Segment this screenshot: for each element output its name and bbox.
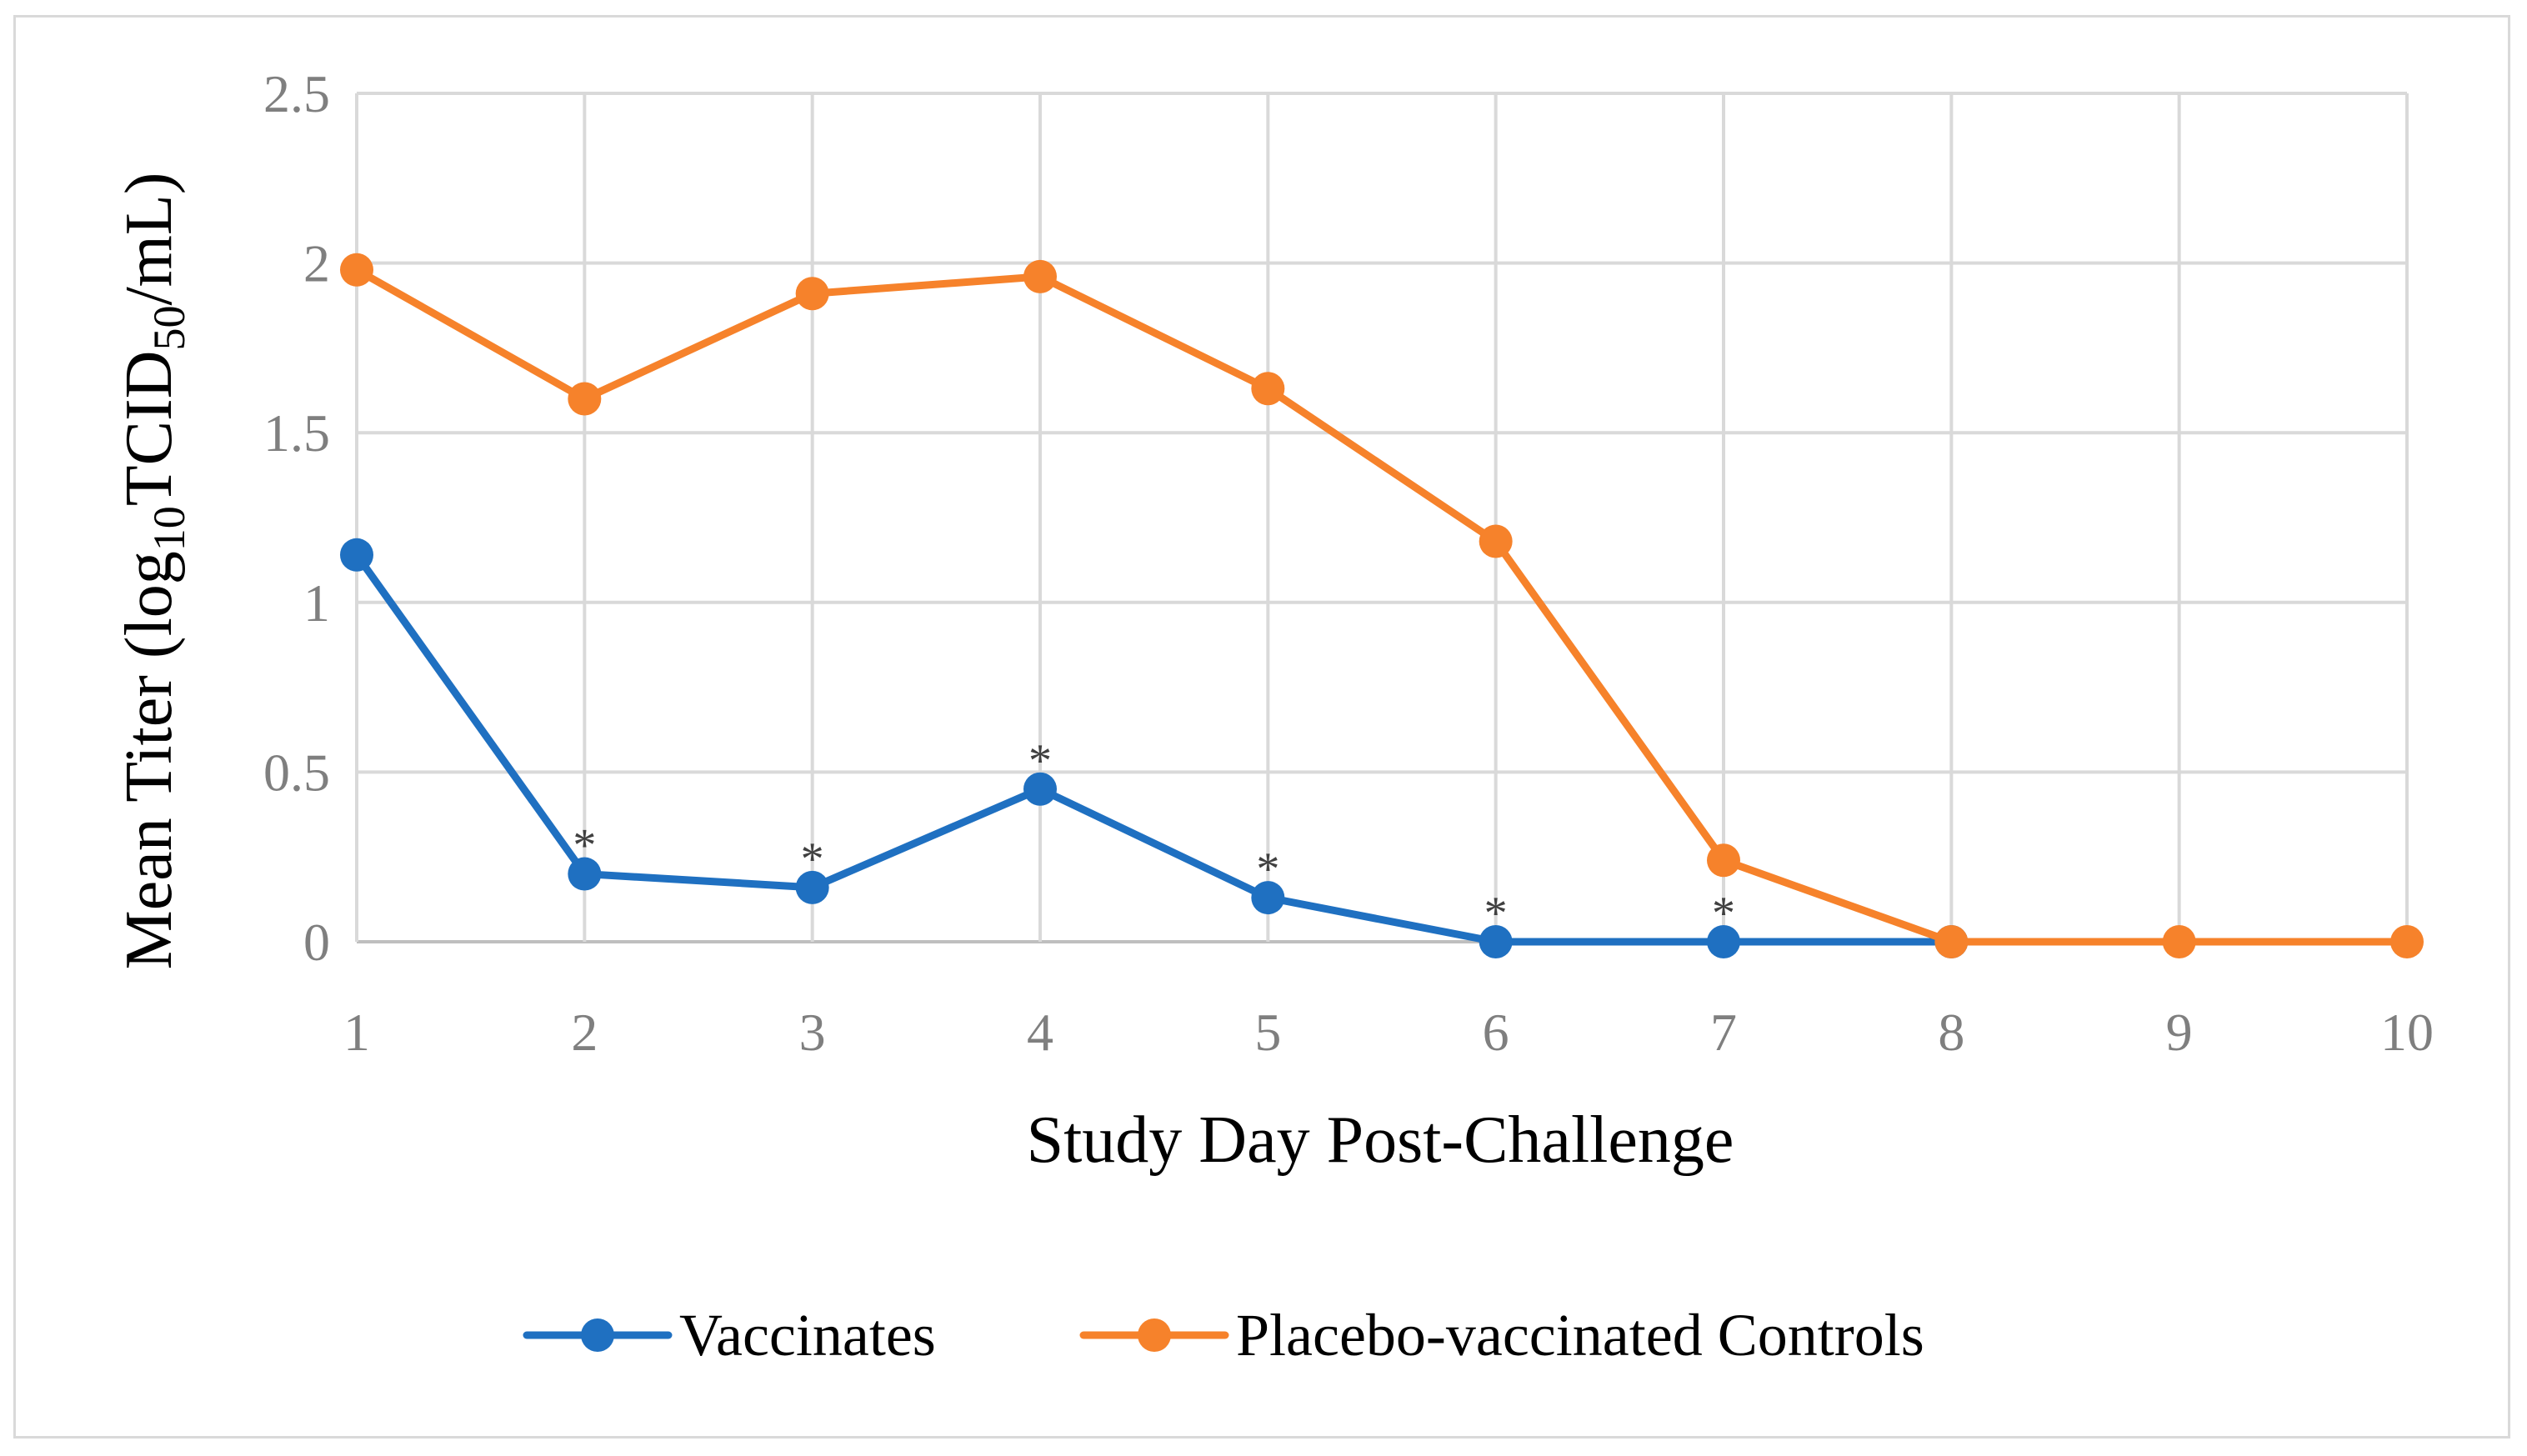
y-tick-label: 1 bbox=[303, 573, 330, 633]
x-tick-label: 6 bbox=[1483, 1003, 1509, 1062]
significance-asterisk: * bbox=[801, 833, 824, 885]
significance-asterisk: * bbox=[1712, 888, 1735, 939]
x-axis-title: Study Day Post-Challenge bbox=[1027, 1103, 1734, 1177]
data-point-placebo-controls bbox=[1479, 524, 1513, 558]
y-tick-label: 0.5 bbox=[263, 743, 330, 802]
grid-layer bbox=[355, 92, 2409, 943]
significance-asterisk: * bbox=[1484, 888, 1508, 939]
x-tick-label: 10 bbox=[2380, 1003, 2434, 1062]
y-tick-label: 2.5 bbox=[263, 64, 330, 123]
y-tick-label: 2 bbox=[303, 234, 330, 293]
data-point-vaccinates bbox=[1023, 772, 1057, 806]
data-point-vaccinates bbox=[1479, 925, 1513, 958]
data-point-placebo-controls bbox=[1707, 843, 1740, 878]
y-tick-label: 1.5 bbox=[263, 403, 330, 463]
x-tick-label: 5 bbox=[1254, 1003, 1281, 1062]
y-axis-ticks: 0 0.5 1 1.5 2 2.5 bbox=[263, 64, 330, 972]
x-tick-label: 2 bbox=[571, 1003, 598, 1062]
significance-asterisk: * bbox=[1028, 735, 1052, 787]
data-point-vaccinates bbox=[795, 870, 829, 904]
legend-marker-placebo-controls bbox=[1138, 1318, 1171, 1352]
y-axis-title-end: /mL) bbox=[113, 173, 186, 306]
x-axis-ticks: 1 2 3 4 5 6 7 8 9 10 bbox=[343, 1003, 2434, 1062]
x-tick-label: 9 bbox=[2166, 1003, 2193, 1062]
data-point-vaccinates bbox=[1707, 925, 1740, 958]
data-point-placebo-controls bbox=[2390, 925, 2424, 958]
legend-marker-vaccinates bbox=[581, 1318, 614, 1352]
data-point-vaccinates bbox=[1251, 881, 1285, 915]
series-line-vaccinates bbox=[353, 551, 1955, 946]
chart-frame bbox=[13, 15, 2510, 1438]
x-tick-label: 1 bbox=[343, 1003, 370, 1062]
x-tick-label: 8 bbox=[1938, 1003, 1964, 1062]
legend: Vaccinates Placebo-vaccinated Controls bbox=[523, 1302, 1924, 1368]
y-axis-title-main: Mean Titer (log bbox=[113, 551, 186, 969]
legend-label-placebo-controls: Placebo-vaccinated Controls bbox=[1236, 1302, 1924, 1368]
data-point-vaccinates bbox=[340, 538, 373, 572]
y-tick-label: 0 bbox=[303, 913, 330, 972]
data-point-placebo-controls bbox=[795, 277, 829, 311]
significance-asterisk: * bbox=[573, 820, 596, 872]
data-point-placebo-controls bbox=[2162, 925, 2196, 958]
series-layer bbox=[340, 253, 2424, 958]
x-tick-label: 4 bbox=[1027, 1003, 1053, 1062]
data-point-placebo-controls bbox=[340, 253, 373, 287]
x-tick-label: 7 bbox=[1710, 1003, 1737, 1062]
data-point-placebo-controls bbox=[1023, 259, 1057, 293]
y-axis-title-mid: TCID bbox=[113, 351, 186, 507]
y-axis-title-sub1: 10 bbox=[144, 506, 194, 551]
x-tick-label: 3 bbox=[799, 1003, 826, 1062]
y-axis-title: Mean Titer (log10TCID50/mL) bbox=[113, 173, 194, 970]
data-point-placebo-controls bbox=[568, 382, 602, 416]
data-point-placebo-controls bbox=[1251, 372, 1285, 406]
annotation-layer: * * * * * * bbox=[573, 735, 1735, 939]
legend-label-vaccinates: Vaccinates bbox=[679, 1302, 936, 1368]
data-point-placebo-controls bbox=[1934, 925, 1969, 958]
y-axis-title-sub2: 50 bbox=[144, 306, 194, 351]
data-point-vaccinates bbox=[568, 857, 602, 891]
significance-asterisk: * bbox=[1256, 843, 1279, 895]
series-line-placebo-controls bbox=[353, 266, 2411, 946]
